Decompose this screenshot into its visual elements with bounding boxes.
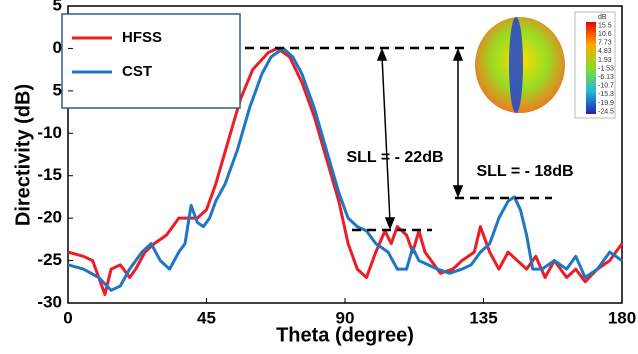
- y-tick-label: -30: [37, 292, 62, 311]
- x-tick-label: 0: [63, 308, 72, 327]
- colorbar-label: 7.73: [598, 40, 612, 47]
- chart: SLL = - 22dB SLL = - 18dB dB15.5 10.6 7.73…: [0, 0, 638, 354]
- colorbar-label: -15.3: [598, 91, 614, 98]
- x-tick-label: 135: [469, 308, 497, 327]
- y-tick-label: -10: [37, 123, 62, 142]
- annotation: SLL = - 22dB: [346, 149, 443, 166]
- x-tick-label: 90: [336, 308, 355, 327]
- y-tick-label: -20: [37, 208, 62, 227]
- y-tick-label: 5: [53, 80, 62, 99]
- colorbar-label: 4.83: [598, 48, 612, 55]
- colorbar-label: 1.93: [598, 57, 612, 64]
- colorbar-label: -6.13: [598, 74, 614, 81]
- legend-label: HFSS: [122, 29, 162, 46]
- y-tick-label: -15: [37, 165, 62, 184]
- x-tick-label: 45: [197, 308, 216, 327]
- x-tick-label: 180: [608, 308, 636, 327]
- y-tick-label: 0: [53, 38, 62, 57]
- y-tick-label: 5: [53, 0, 62, 14]
- x-axis-title: Theta (degree): [276, 324, 414, 346]
- arrows: [378, 50, 462, 228]
- colorbar-label: -1.53: [598, 65, 614, 72]
- colorbar-label: -10.7: [598, 83, 614, 90]
- annotation: SLL = - 18dB: [476, 163, 573, 180]
- inset-pattern: [475, 12, 615, 118]
- colorbar-label: -24.5: [598, 108, 614, 115]
- colorbar-label: -19.9: [598, 100, 614, 107]
- y-axis-title: Directivity (dB): [12, 84, 34, 226]
- colorbar-label: 15.5: [598, 22, 612, 29]
- colorbar-label: 10.6: [598, 31, 612, 38]
- legend-label: CST: [122, 63, 152, 80]
- y-tick-label: -25: [37, 250, 62, 269]
- colorbar-label: dB: [598, 14, 607, 21]
- page: SLL = - 22dB SLL = - 18dB dB15.5 10.6 7.73…: [0, 0, 638, 354]
